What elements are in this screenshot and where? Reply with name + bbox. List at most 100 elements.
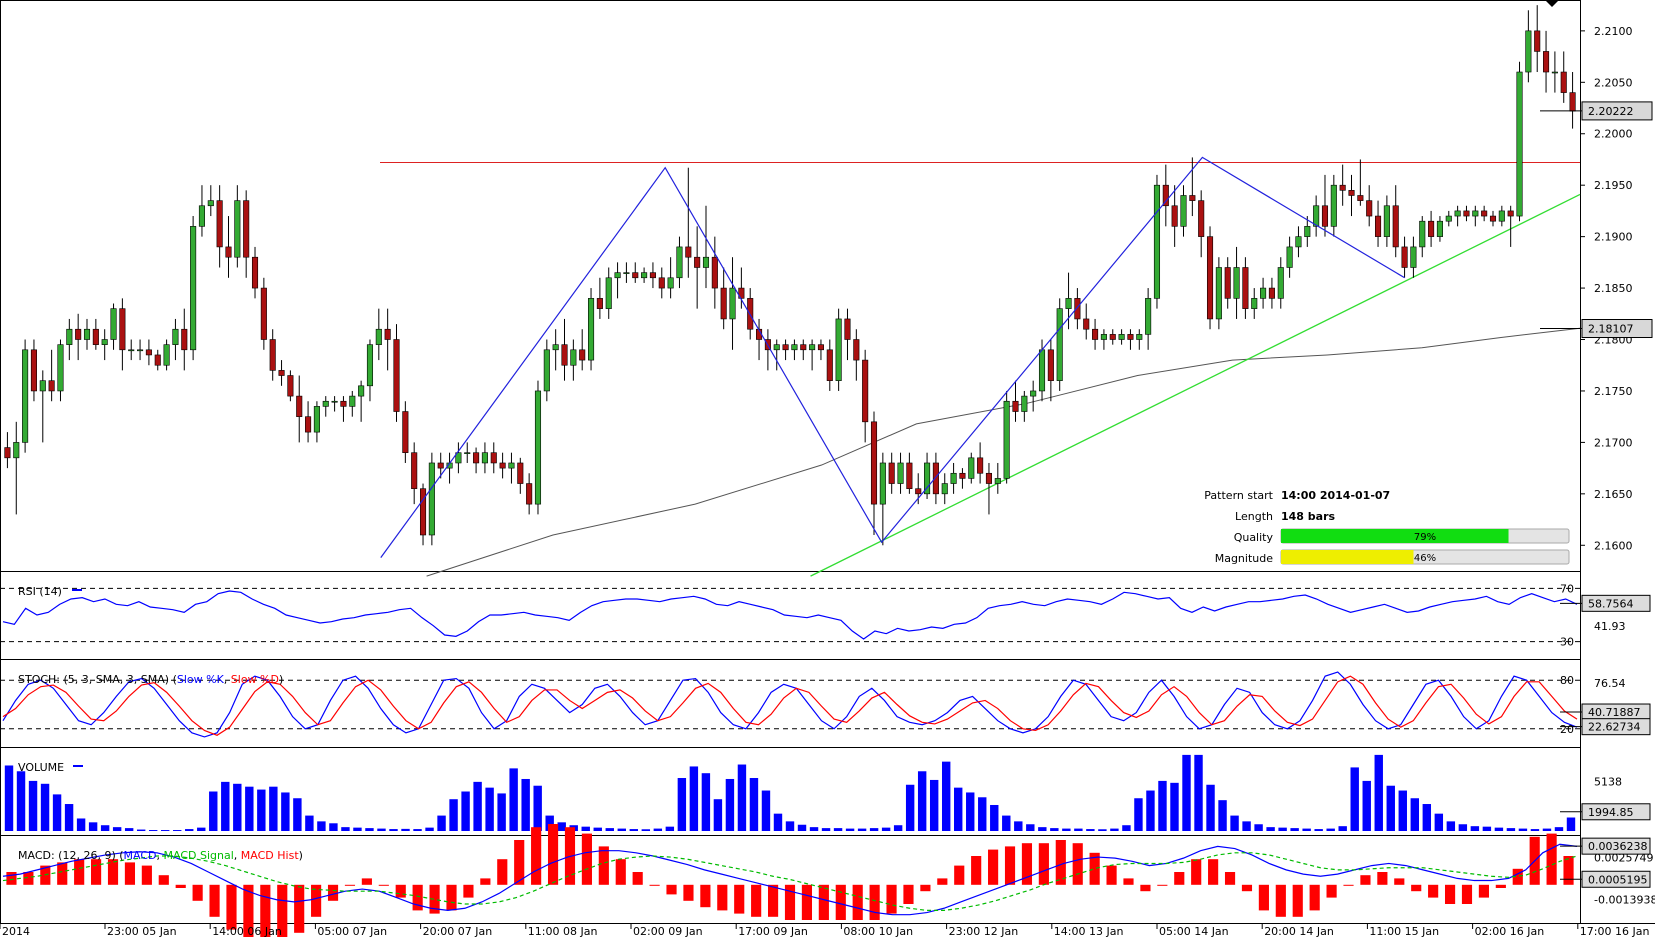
macd-hist-bar xyxy=(920,884,931,892)
candle-body xyxy=(110,308,117,340)
volume-bar xyxy=(1410,798,1419,831)
macd-hist-bar xyxy=(124,862,136,885)
volume-bar xyxy=(473,781,482,831)
candle-body xyxy=(473,452,480,464)
volume-bar xyxy=(461,791,470,831)
candle-body xyxy=(924,462,931,495)
time-tick-label: 2014 xyxy=(2,925,30,937)
candle-body xyxy=(1543,51,1550,73)
macd-hist-bar xyxy=(463,884,474,898)
moving-average-line xyxy=(426,327,1581,577)
macd-hist-bar xyxy=(683,884,694,901)
volume-bar xyxy=(269,786,278,831)
stoch-legend-k: Slow %K xyxy=(177,673,225,686)
candle-body xyxy=(773,344,780,351)
indicator-badge xyxy=(1581,594,1651,612)
candle-body xyxy=(508,462,515,469)
candle-body xyxy=(1083,318,1090,330)
candle-body xyxy=(1489,215,1497,222)
price-tick-label: 2.2000 xyxy=(1594,128,1633,141)
candle-body xyxy=(862,359,869,423)
volume-bar xyxy=(857,828,867,831)
volume-bar xyxy=(749,778,759,831)
price-tick-label: 2.2100 xyxy=(1594,25,1633,38)
candle-body xyxy=(641,272,648,279)
volume-bar xyxy=(821,828,831,831)
candle-body xyxy=(1012,400,1019,412)
macd-hist-bar xyxy=(852,884,863,920)
volume-bar xyxy=(100,825,110,831)
stoch-open-paren: ( xyxy=(173,673,177,686)
pattern-start-value: 14:00 2014-01-07 xyxy=(1281,489,1390,502)
candle-body xyxy=(402,411,409,453)
candle-body xyxy=(296,395,303,417)
candle-body xyxy=(1428,220,1435,237)
volume-bar xyxy=(1158,780,1167,831)
candle-body xyxy=(1313,205,1320,227)
macd-hist-bar xyxy=(6,872,17,885)
candle-body xyxy=(22,349,29,443)
volume-bar xyxy=(329,823,338,831)
candle-body xyxy=(481,452,488,464)
candle-body xyxy=(190,226,197,351)
candle-body xyxy=(685,246,692,258)
volume-bar xyxy=(1050,828,1059,831)
volume-bar xyxy=(88,822,98,831)
volume-bar xyxy=(449,799,458,831)
indicator-badge-label: 58.7564 xyxy=(1588,597,1634,610)
candle-body xyxy=(1092,328,1099,340)
candle-body xyxy=(782,344,789,351)
volume-bar xyxy=(1470,826,1480,831)
volume-bar xyxy=(954,787,963,831)
macd-hist-bar xyxy=(1123,878,1134,885)
candle-body xyxy=(915,488,922,495)
volume-bar xyxy=(437,815,446,831)
volume-bar xyxy=(1554,827,1564,831)
volume-bar xyxy=(124,828,134,831)
pattern-info: Pattern start 14:00 2014-01-07 Length 14… xyxy=(1204,489,1570,565)
stoch-comma: , xyxy=(224,673,231,686)
volume-bar xyxy=(257,789,266,831)
volume-bar xyxy=(689,766,699,831)
volume-bar xyxy=(233,783,242,831)
candle-body xyxy=(1251,298,1258,309)
candle-body xyxy=(1472,210,1479,217)
volume-bar xyxy=(605,828,614,831)
macd-hist-bar xyxy=(294,884,305,933)
macd-hist-bar xyxy=(311,884,322,917)
quality-bar-fill xyxy=(1281,529,1509,543)
macd-hist-bar xyxy=(531,827,542,885)
candle-body xyxy=(305,416,312,433)
macd-hist-bar xyxy=(784,884,796,920)
volume-bar xyxy=(1518,828,1528,831)
volume-bar xyxy=(1350,767,1359,831)
volume-bar xyxy=(845,828,855,831)
volume-bar xyxy=(545,815,554,831)
macd-hist-bar xyxy=(886,884,897,914)
candle-body xyxy=(658,277,665,289)
candle-body xyxy=(1286,246,1293,268)
macd-hist-bar xyxy=(547,824,559,885)
volume-bar xyxy=(653,828,663,831)
indicator-badge-label: 40.71887 xyxy=(1588,706,1641,719)
candle-body xyxy=(1065,298,1072,309)
macd-hist-bar xyxy=(903,884,914,904)
candle-body xyxy=(340,400,347,407)
candle-body xyxy=(1463,210,1470,217)
candle-body xyxy=(1127,334,1134,340)
macd-hist-bar xyxy=(158,875,169,885)
candle-body xyxy=(632,272,639,279)
indicator-badge-label: 22.62734 xyxy=(1588,721,1641,734)
candle-body xyxy=(313,406,320,433)
macd-hist-bar xyxy=(767,884,779,917)
macd-hist-bar xyxy=(700,884,711,908)
volume-bar xyxy=(1290,828,1299,831)
volume-bar xyxy=(1326,828,1335,831)
candle-body xyxy=(694,256,701,268)
candle-body xyxy=(791,344,798,351)
volume-bar xyxy=(701,773,711,831)
macd-hist-bar xyxy=(361,878,372,885)
scroll-marker-icon[interactable] xyxy=(1545,0,1559,7)
macd-hist-bar xyxy=(818,884,829,920)
volume-bar xyxy=(1506,828,1516,831)
